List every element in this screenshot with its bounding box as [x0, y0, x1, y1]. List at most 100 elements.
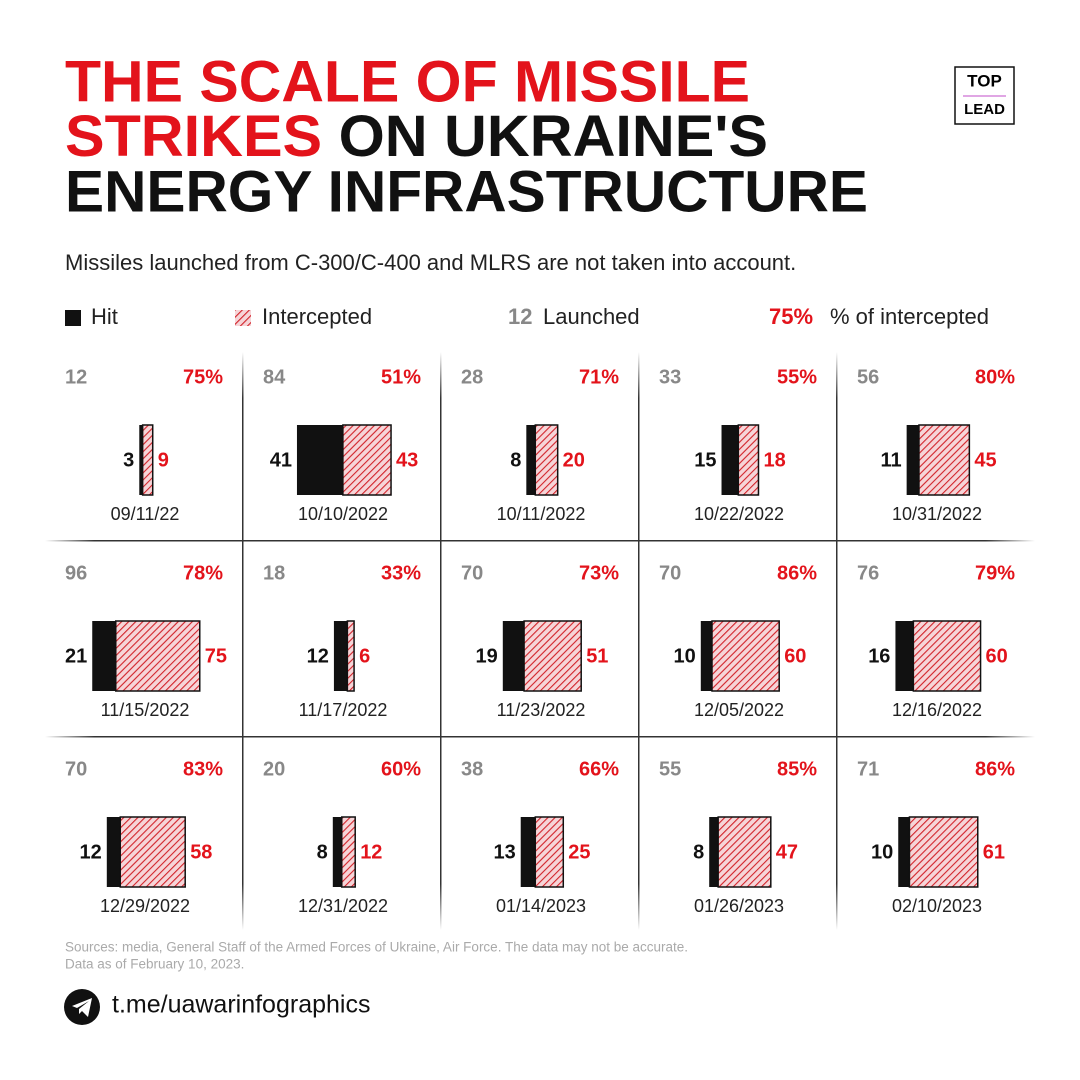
legend-label: Hit — [91, 304, 118, 329]
launched-count: 12 — [65, 366, 87, 388]
date: 09/11/22 — [111, 504, 180, 524]
intercept-percent: 79% — [975, 562, 1015, 584]
date: 10/31/2022 — [892, 504, 982, 524]
hit-bar — [709, 817, 719, 887]
intercepted-bar — [141, 424, 154, 496]
launched-count: 55 — [659, 758, 681, 780]
hit-label: 10 — [871, 841, 893, 863]
hit-label: 12 — [80, 841, 102, 863]
hit-bar — [721, 425, 739, 495]
hit-bar — [106, 817, 121, 887]
intercept-percent: 85% — [777, 758, 817, 780]
intercepted-bar — [534, 424, 559, 496]
intercepted-label: 43 — [396, 449, 418, 471]
intercept-percent: 86% — [975, 758, 1015, 780]
grid-line — [836, 352, 838, 930]
legend-label: % of intercepted — [830, 304, 989, 329]
launched-count: 56 — [857, 366, 879, 388]
title-part: ON UKRAINE'S — [322, 104, 768, 169]
intercept-percent: 75% — [183, 366, 223, 388]
date: 12/05/2022 — [694, 700, 784, 720]
launched-count: 70 — [659, 562, 681, 584]
intercepted-bar — [717, 816, 772, 888]
intercept-percent: 80% — [975, 366, 1015, 388]
logo-box — [954, 66, 1015, 125]
intercepted-bar — [534, 816, 565, 888]
intercepted-label: 61 — [983, 841, 1005, 863]
intercepted-label: 25 — [568, 841, 590, 863]
intercepted-label: 75 — [205, 645, 227, 667]
source-note: Sources: media, General Staff of the Arm… — [65, 940, 688, 955]
intercepted-bar — [523, 620, 582, 692]
intercepted-bar — [119, 816, 186, 888]
date: 12/29/2022 — [100, 896, 190, 916]
hit-bar — [92, 621, 116, 691]
launched-count: 70 — [65, 758, 87, 780]
legend-swatch-intercepted — [235, 310, 251, 326]
hit-bar — [296, 425, 343, 495]
title-line: ENERGY INFRASTRUCTURE — [65, 159, 868, 224]
intercept-percent: 78% — [183, 562, 223, 584]
hit-bar — [700, 621, 712, 691]
legend-sample: 12 — [508, 304, 532, 329]
launched-count: 84 — [263, 366, 286, 388]
hit-label: 21 — [65, 645, 87, 667]
intercepted-bar — [908, 816, 979, 888]
hit-bar — [906, 425, 919, 495]
intercepted-bar — [115, 620, 201, 692]
launched-count: 96 — [65, 562, 87, 584]
intercepted-label: 51 — [586, 645, 608, 667]
title-part: STRIKES — [65, 104, 322, 169]
intercept-percent: 86% — [777, 562, 817, 584]
hit-label: 41 — [270, 449, 292, 471]
launched-count: 76 — [857, 562, 879, 584]
launched-count: 71 — [857, 758, 879, 780]
intercepted-label: 60 — [784, 645, 806, 667]
date: 01/26/2023 — [694, 896, 784, 916]
legend-swatch-hit — [65, 310, 81, 326]
intercepted-label: 18 — [763, 449, 785, 471]
logo-text: LEAD — [964, 101, 1005, 118]
intercepted-label: 60 — [986, 645, 1008, 667]
launched-count: 70 — [461, 562, 483, 584]
intercept-percent: 55% — [777, 366, 817, 388]
intercept-percent: 51% — [381, 366, 421, 388]
hit-label: 3 — [123, 449, 134, 471]
hit-label: 16 — [868, 645, 890, 667]
launched-count: 33 — [659, 366, 681, 388]
hit-label: 19 — [476, 645, 498, 667]
legend-sample: 75% — [769, 304, 813, 329]
date: 11/17/2022 — [299, 700, 388, 720]
hit-label: 8 — [693, 841, 704, 863]
date: 12/16/2022 — [892, 700, 982, 720]
intercepted-bar — [711, 620, 780, 692]
intercepted-bar — [346, 620, 355, 692]
date: 10/10/2022 — [298, 504, 388, 524]
hit-label: 8 — [510, 449, 521, 471]
link[interactable]: t.me/uawarinfographics — [112, 991, 370, 1019]
date: 01/14/2023 — [496, 896, 586, 916]
intercept-percent: 83% — [183, 758, 223, 780]
grid-line — [242, 352, 244, 930]
launched-count: 38 — [461, 758, 483, 780]
hit-bar — [502, 621, 525, 691]
source-note: Data as of February 10, 2023. — [65, 957, 244, 972]
grid-line — [45, 736, 1035, 738]
hit-bar — [520, 817, 536, 887]
grid-line — [440, 352, 442, 930]
logo-text: TOP — [967, 71, 1002, 90]
date: 10/22/2022 — [694, 504, 784, 524]
intercept-percent: 66% — [579, 758, 619, 780]
date: 11/15/2022 — [101, 700, 190, 720]
hit-bar — [332, 817, 342, 887]
intercepted-bar — [341, 816, 356, 888]
hit-bar — [895, 621, 914, 691]
hit-bar — [333, 621, 348, 691]
intercepted-bar — [737, 424, 760, 496]
title-line: STRIKES ON UKRAINE'S — [65, 104, 768, 169]
date: 12/31/2022 — [298, 896, 388, 916]
date: 11/23/2022 — [497, 700, 586, 720]
hit-label: 8 — [317, 841, 328, 863]
intercept-percent: 60% — [381, 758, 421, 780]
